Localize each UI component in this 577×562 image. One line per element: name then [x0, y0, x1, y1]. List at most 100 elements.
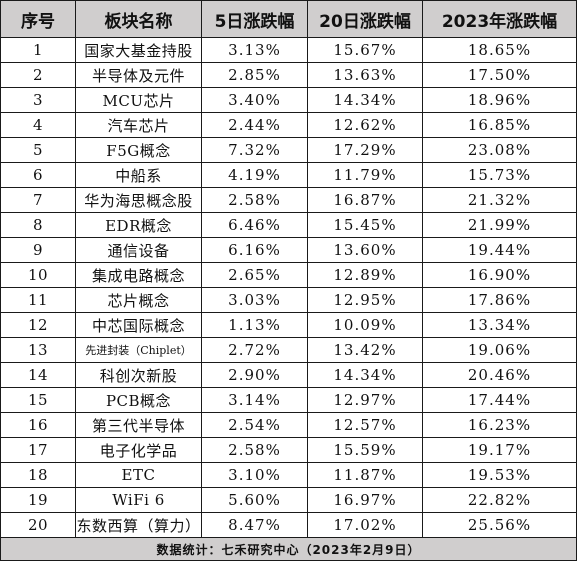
- change-2023: 21.32%: [422, 187, 577, 213]
- change-20day: 16.97%: [307, 487, 423, 513]
- change-2023: 17.50%: [422, 62, 577, 88]
- row-index: 2: [0, 62, 76, 88]
- change-5day: 2.65%: [201, 262, 308, 288]
- row-index: 18: [0, 462, 76, 488]
- change-5day: 6.16%: [201, 237, 308, 263]
- sector-name: 汽车芯片: [75, 112, 202, 138]
- change-5day: 3.03%: [201, 287, 308, 313]
- change-20day: 12.95%: [307, 287, 423, 313]
- row-index: 15: [0, 387, 76, 413]
- row-index: 14: [0, 362, 76, 388]
- table-footer: 数据统计：七禾研究中心（2023年2月9日）: [0, 537, 577, 561]
- change-20day: 15.45%: [307, 212, 423, 238]
- change-2023: 18.65%: [422, 37, 577, 63]
- sector-name: 科创次新股: [75, 362, 202, 388]
- change-5day: 6.46%: [201, 212, 308, 238]
- change-2023: 21.99%: [422, 212, 577, 238]
- footer-row: 数据统计：七禾研究中心（2023年2月9日）: [0, 537, 577, 561]
- change-20day: 13.60%: [307, 237, 423, 263]
- change-20day: 14.34%: [307, 362, 423, 388]
- change-5day: 5.60%: [201, 487, 308, 513]
- row-index: 11: [0, 287, 76, 313]
- change-5day: 3.14%: [201, 387, 308, 413]
- change-5day: 4.19%: [201, 162, 308, 188]
- change-2023: 23.08%: [422, 137, 577, 163]
- table-row: 7 华为海思概念股 2.58% 16.87% 21.32%: [0, 187, 577, 213]
- change-20day: 13.63%: [307, 62, 423, 88]
- sector-name: 中芯国际概念: [75, 312, 202, 338]
- change-5day: 2.58%: [201, 437, 308, 463]
- table-row: 2 半导体及元件 2.85% 13.63% 17.50%: [0, 62, 577, 88]
- change-5day: 3.13%: [201, 37, 308, 63]
- table-row: 9 通信设备 6.16% 13.60% 19.44%: [0, 237, 577, 263]
- change-2023: 15.73%: [422, 162, 577, 188]
- change-20day: 14.34%: [307, 87, 423, 113]
- change-5day: 2.54%: [201, 412, 308, 438]
- change-5day: 3.10%: [201, 462, 308, 488]
- row-index: 8: [0, 212, 76, 238]
- row-index: 1: [0, 37, 76, 63]
- table-row: 1 国家大基金持股 3.13% 15.67% 18.65%: [0, 37, 577, 63]
- change-2023: 16.85%: [422, 112, 577, 138]
- change-20day: 16.87%: [307, 187, 423, 213]
- change-20day: 12.97%: [307, 387, 423, 413]
- change-2023: 20.46%: [422, 362, 577, 388]
- header-20day-change: 20日涨跌幅: [307, 0, 423, 38]
- change-2023: 16.23%: [422, 412, 577, 438]
- table-row: 19 WiFi 6 5.60% 16.97% 22.82%: [0, 487, 577, 513]
- table-row: 17 电子化学品 2.58% 15.59% 19.17%: [0, 437, 577, 463]
- table-body: 1 国家大基金持股 3.13% 15.67% 18.65% 2 半导体及元件 2.85% 13.…: [0, 37, 577, 538]
- sector-name: F5G概念: [75, 137, 202, 163]
- sector-name: 芯片概念: [75, 287, 202, 313]
- table-header: 序号 板块名称 5日涨跌幅 20日涨跌幅 2023年涨跌幅: [0, 0, 577, 38]
- change-5day: 2.44%: [201, 112, 308, 138]
- table-row: 13 先进封装（Chiplet） 2.72% 13.42% 19.06%: [0, 337, 577, 363]
- row-index: 20: [0, 512, 76, 538]
- sector-name: 电子化学品: [75, 437, 202, 463]
- sector-name: 华为海思概念股: [75, 187, 202, 213]
- table-row: 4 汽车芯片 2.44% 12.62% 16.85%: [0, 112, 577, 138]
- change-20day: 11.87%: [307, 462, 423, 488]
- change-20day: 12.89%: [307, 262, 423, 288]
- change-2023: 19.06%: [422, 337, 577, 363]
- row-index: 6: [0, 162, 76, 188]
- change-20day: 17.02%: [307, 512, 423, 538]
- sector-name: PCB概念: [75, 387, 202, 413]
- row-index: 12: [0, 312, 76, 338]
- sector-name: MCU芯片: [75, 87, 202, 113]
- change-2023: 22.82%: [422, 487, 577, 513]
- change-2023: 17.44%: [422, 387, 577, 413]
- table-row: 3 MCU芯片 3.40% 14.34% 18.96%: [0, 87, 577, 113]
- table-row: 18 ETC 3.10% 11.87% 19.53%: [0, 462, 577, 488]
- change-5day: 1.13%: [201, 312, 308, 338]
- change-2023: 17.86%: [422, 287, 577, 313]
- change-20day: 13.42%: [307, 337, 423, 363]
- table-row: 11 芯片概念 3.03% 12.95% 17.86%: [0, 287, 577, 313]
- change-2023: 19.17%: [422, 437, 577, 463]
- change-20day: 10.09%: [307, 312, 423, 338]
- sector-name: 第三代半导体: [75, 412, 202, 438]
- row-index: 19: [0, 487, 76, 513]
- change-20day: 17.29%: [307, 137, 423, 163]
- change-2023: 13.34%: [422, 312, 577, 338]
- header-row: 序号 板块名称 5日涨跌幅 20日涨跌幅 2023年涨跌幅: [0, 0, 577, 38]
- change-5day: 2.72%: [201, 337, 308, 363]
- sector-name: 中船系: [75, 162, 202, 188]
- change-5day: 2.90%: [201, 362, 308, 388]
- table-row: 6 中船系 4.19% 11.79% 15.73%: [0, 162, 577, 188]
- row-index: 4: [0, 112, 76, 138]
- row-index: 17: [0, 437, 76, 463]
- sector-name: 先进封装（Chiplet）: [75, 337, 202, 363]
- row-index: 7: [0, 187, 76, 213]
- table-row: 15 PCB概念 3.14% 12.97% 17.44%: [0, 387, 577, 413]
- change-2023: 19.44%: [422, 237, 577, 263]
- table-row: 8 EDR概念 6.46% 15.45% 21.99%: [0, 212, 577, 238]
- change-20day: 15.59%: [307, 437, 423, 463]
- sector-name: 国家大基金持股: [75, 37, 202, 63]
- change-5day: 3.40%: [201, 87, 308, 113]
- header-sector-name: 板块名称: [75, 0, 202, 38]
- table-row: 10 集成电路概念 2.65% 12.89% 16.90%: [0, 262, 577, 288]
- row-index: 16: [0, 412, 76, 438]
